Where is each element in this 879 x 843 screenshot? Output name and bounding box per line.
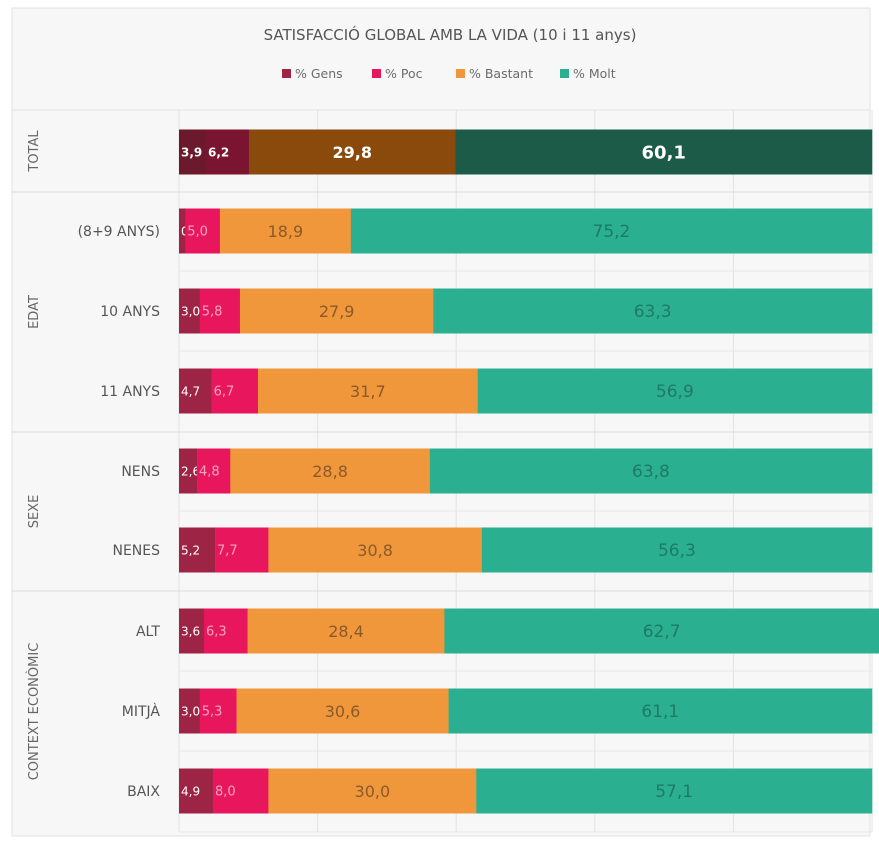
bar-nens-gens [179, 448, 198, 494]
category-label-alt: ALT [136, 624, 160, 640]
data-label-11-anys-poc: 6,7 [214, 385, 235, 400]
data-label-alt-bastant: 28,4 [328, 622, 364, 641]
data-label-mitja-bastant: 30,6 [325, 702, 361, 721]
bar-8-9-anys-bastant [219, 208, 352, 254]
bar-nens-molt [429, 448, 873, 494]
data-label-alt-gens: 3,6 [181, 624, 200, 638]
legend-label-molt: % Molt [573, 66, 616, 81]
category-label-10-anys: 10 ANYS [100, 304, 160, 320]
bar-total-poc [206, 129, 250, 175]
bar-baix-bastant [268, 768, 477, 814]
chart-title: SATISFACCIÓ GLOBAL AMB LA VIDA (10 i 11 … [264, 25, 637, 44]
bar-nenes-bastant [268, 527, 483, 573]
bar-alt-poc [203, 608, 248, 654]
bar-10-anys-gens [179, 288, 201, 334]
data-label-total-poc: 6,2 [208, 145, 229, 159]
bar-10-anys-poc [199, 288, 241, 334]
data-label-mitja-molt: 61,1 [641, 702, 679, 722]
data-label-alt-molt: 62,7 [643, 622, 681, 642]
bar-nenes-molt [481, 527, 873, 573]
bar-mitja-bastant [236, 688, 449, 734]
legend-swatch-gens [282, 69, 291, 78]
bar-11-anys-poc [211, 368, 259, 414]
bar-8-9-anys-molt [350, 208, 873, 254]
data-label-8-9-anys-bastant: 18,9 [268, 222, 304, 241]
data-label-total-gens: 3,9 [181, 145, 202, 159]
data-label-11-anys-bastant: 31,7 [350, 382, 386, 401]
data-label-8-9-anys-molt: 75,2 [593, 222, 631, 242]
bar-11-anys-molt [477, 368, 873, 414]
category-label-mitja: MITJÀ [122, 703, 161, 720]
legend-label-poc: % Poc [385, 66, 423, 81]
legend: % Gens % Poc % Bastant % Molt [282, 66, 616, 81]
category-label-11-anys: 11 ANYS [100, 384, 160, 400]
legend-swatch-molt [560, 69, 569, 78]
data-label-mitja-gens: 3,0 [181, 704, 200, 718]
bar-total-bastant [248, 129, 456, 175]
data-label-nenes-gens: 5,2 [181, 543, 200, 557]
bar-nens-poc [197, 448, 231, 494]
bar-10-anys-molt [433, 288, 873, 334]
bar-total-molt [455, 129, 873, 175]
bar-11-anys-bastant [258, 368, 478, 414]
bar-8-9-anys-poc [185, 208, 221, 254]
data-label-baix-gens: 4,9 [181, 784, 200, 798]
group-label-sexe: SEXE [27, 495, 42, 529]
data-label-10-anys-gens: 3,0 [181, 304, 200, 318]
legend-swatch-bastant [456, 69, 465, 78]
category-label-nens: NENS [121, 464, 160, 480]
group-label-context-economic: CONTEXT ECONÒMIC [26, 643, 42, 781]
bar-baix-gens [179, 768, 214, 814]
bar-nenes-gens [179, 527, 216, 573]
bar-nenes-poc [215, 527, 269, 573]
bar-10-anys-bastant [239, 288, 434, 334]
data-label-11-anys-molt: 56,9 [656, 382, 694, 402]
data-label-10-anys-poc: 5,8 [202, 305, 223, 320]
bar-alt-molt [444, 608, 879, 654]
data-label-10-anys-bastant: 27,9 [319, 302, 355, 321]
data-label-10-anys-molt: 63,3 [634, 302, 672, 322]
category-label-8-9-anys: (8+9 ANYS) [78, 224, 160, 240]
legend-swatch-poc [372, 69, 381, 78]
bar-total-gens [179, 129, 207, 175]
group-label-edat: EDAT [27, 295, 42, 329]
legend-label-gens: % Gens [295, 66, 343, 81]
data-label-nenes-molt: 56,3 [658, 541, 696, 561]
data-label-baix-poc: 8,0 [215, 785, 236, 800]
data-label-nens-bastant: 28,8 [312, 462, 348, 481]
bar-alt-bastant [247, 608, 445, 654]
bar-alt-gens [179, 608, 205, 654]
bars: 3,96,229,860,10,95,018,975,23,05,827,963… [179, 129, 879, 814]
data-label-nens-molt: 63,8 [632, 462, 670, 482]
bar-mitja-molt [448, 688, 873, 734]
legend-label-bastant: % Bastant [469, 66, 533, 81]
bar-baix-molt [476, 768, 873, 814]
category-label-nenes: NENES [112, 543, 160, 559]
data-label-nens-gens: 2,6 [181, 464, 200, 478]
bar-baix-poc [212, 768, 269, 814]
data-label-total-molt: 60,1 [642, 142, 686, 163]
group-labels: TOTAL EDAT SEXE CONTEXT ECONÒMIC [26, 130, 42, 781]
data-label-total-bastant: 29,8 [333, 143, 372, 162]
bar-8-9-anys-gens [179, 208, 186, 254]
data-label-alt-poc: 6,3 [206, 625, 227, 640]
data-label-mitja-poc: 5,3 [202, 705, 223, 720]
data-label-nens-poc: 4,8 [199, 465, 220, 480]
data-label-nenes-bastant: 30,8 [357, 541, 393, 560]
data-label-baix-molt: 57,1 [655, 782, 693, 802]
category-labels: (8+9 ANYS) 10 ANYS 11 ANYS NENS NENES ALT MITJ… [78, 224, 161, 800]
bar-mitja-gens [179, 688, 201, 734]
bar-mitja-poc [199, 688, 237, 734]
data-label-8-9-anys-poc: 5,0 [187, 225, 208, 240]
data-label-baix-bastant: 30,0 [355, 782, 391, 801]
bar-nens-bastant [230, 448, 431, 494]
group-label-total: TOTAL [27, 130, 42, 173]
bar-11-anys-gens [179, 368, 212, 414]
data-label-nenes-poc: 7,7 [217, 544, 238, 559]
category-label-baix: BAIX [127, 784, 160, 800]
data-label-11-anys-gens: 4,7 [181, 384, 200, 398]
